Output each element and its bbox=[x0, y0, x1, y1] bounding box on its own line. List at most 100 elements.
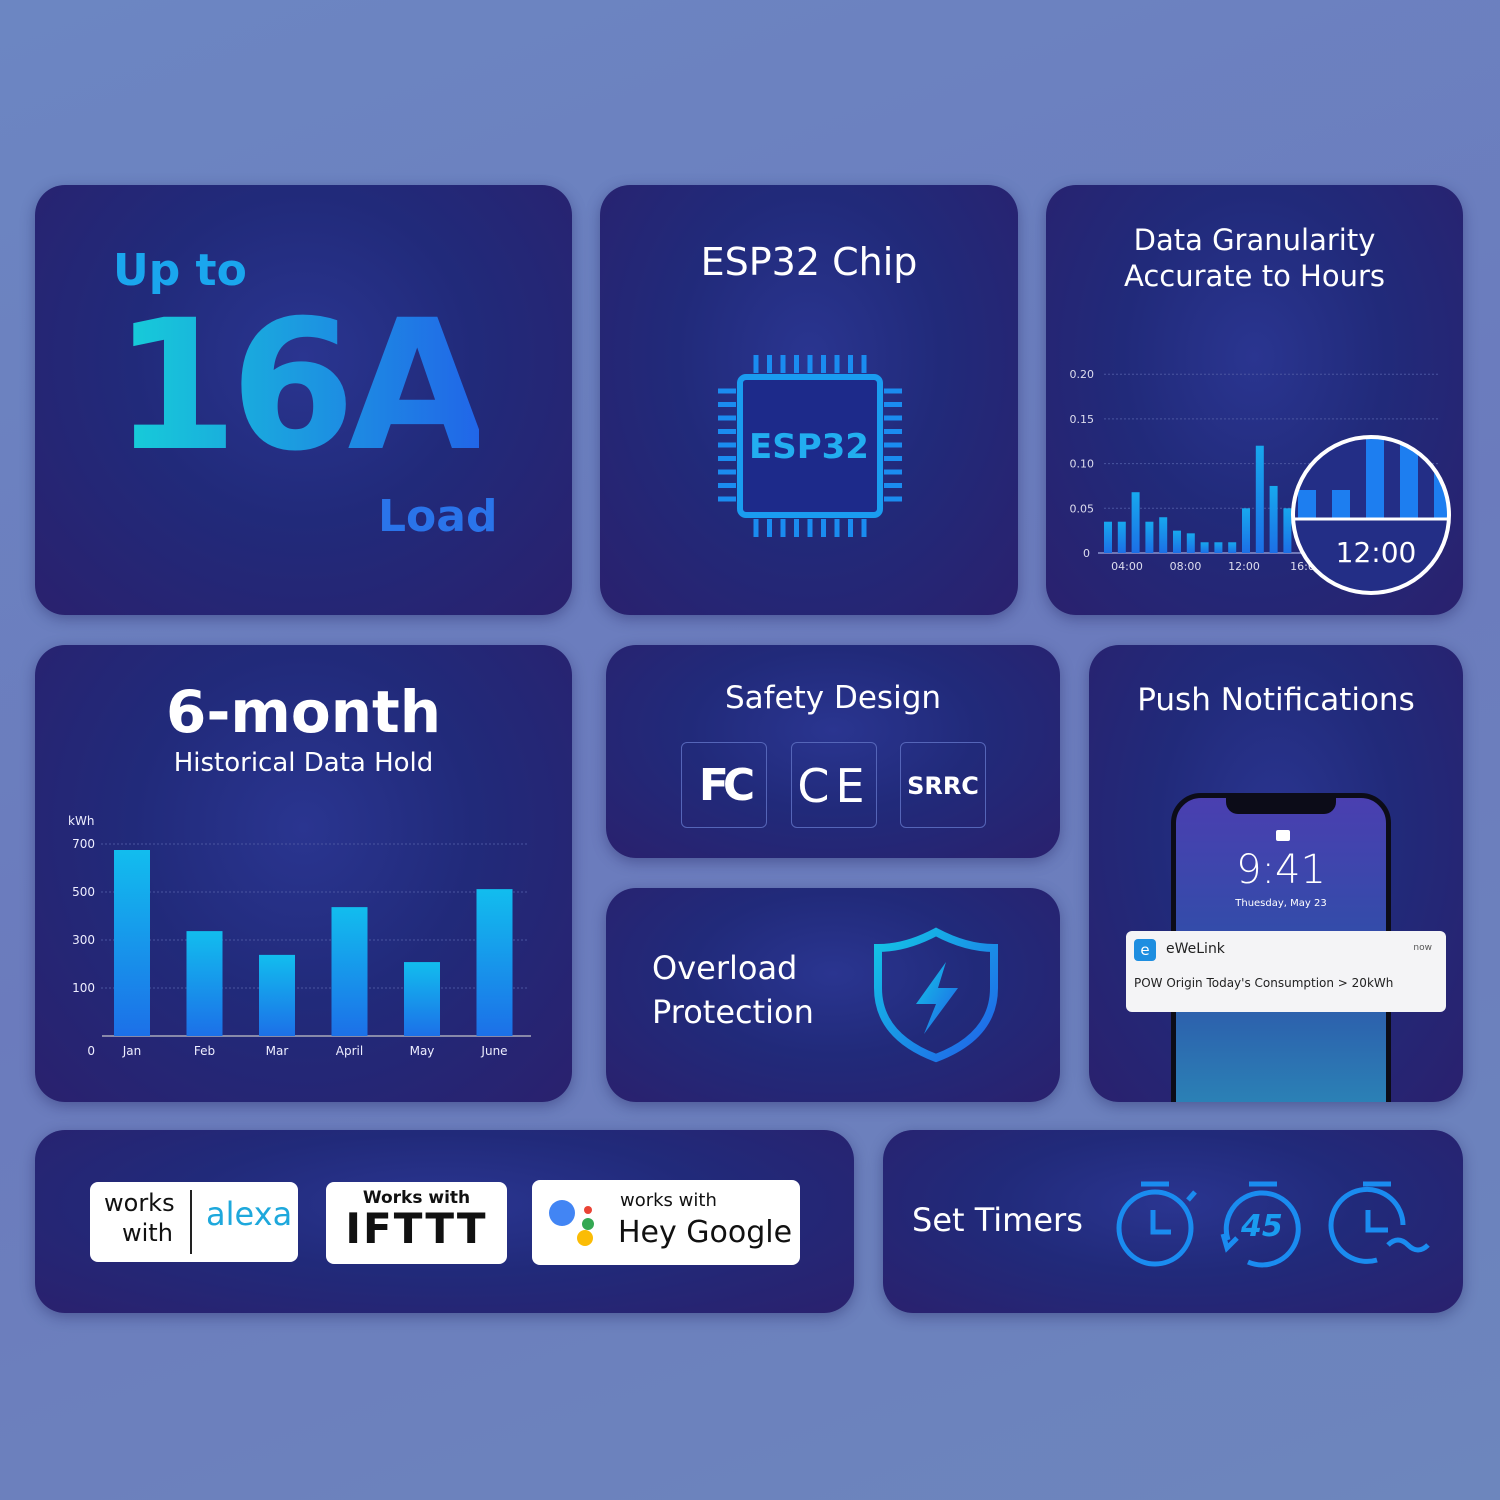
chip-card: ESP32 Chip ESP32 bbox=[600, 185, 1018, 615]
chip-icon bbox=[718, 355, 902, 537]
y-tick-label: 0.15 bbox=[1070, 413, 1095, 426]
x-tick-label: Mar bbox=[266, 1044, 289, 1058]
y-tick-label: 300 bbox=[72, 933, 95, 947]
timers-title: Set Timers bbox=[912, 1201, 1083, 1239]
monthly-bar bbox=[476, 889, 513, 1036]
x-tick-label: 04:00 bbox=[1111, 560, 1143, 573]
y-tick-label: 0.10 bbox=[1070, 458, 1095, 471]
magnifier-label: 12:00 bbox=[1336, 536, 1417, 569]
x-tick-label: 08:00 bbox=[1170, 560, 1202, 573]
magnifier-ring bbox=[1291, 435, 1451, 595]
hourly-bar bbox=[1255, 445, 1264, 553]
y-tick-label: 0 bbox=[1083, 547, 1090, 560]
hourly-bar bbox=[1269, 485, 1278, 553]
history-subtitle: Historical Data Hold bbox=[173, 748, 434, 778]
history-title: 6-month bbox=[165, 678, 442, 746]
push-title: Push Notifications bbox=[1137, 682, 1415, 718]
x-tick-label: May bbox=[410, 1044, 435, 1058]
push-card: Push Notifications 9:41 Thuesday, May 23… bbox=[1089, 645, 1463, 1102]
monthly-bar bbox=[259, 954, 295, 1036]
load-value: 16A bbox=[113, 282, 487, 491]
unlock-icon bbox=[1276, 830, 1290, 841]
google-brand: Hey Google bbox=[618, 1215, 793, 1250]
ce-badge: CE bbox=[791, 742, 877, 828]
x-tick-label: April bbox=[336, 1044, 363, 1058]
overload-line2: Protection bbox=[652, 993, 814, 1031]
hourly-bar bbox=[1186, 533, 1195, 553]
srrc-badge: SRRC bbox=[900, 742, 986, 828]
y-tick-label: 700 bbox=[72, 837, 95, 851]
hourly-bar bbox=[1104, 521, 1112, 553]
chip-title: ESP32 Chip bbox=[700, 240, 918, 284]
granularity-title-2: Accurate to Hours bbox=[1123, 259, 1385, 293]
hourly-bar bbox=[1283, 508, 1292, 553]
fcc-badge: FC bbox=[681, 742, 767, 828]
google-logo: works with Hey Google bbox=[532, 1180, 800, 1265]
stopwatch-icon bbox=[1116, 1181, 1197, 1267]
countdown-45-icon bbox=[1220, 1181, 1301, 1268]
chip-label: ESP32 bbox=[749, 427, 869, 467]
alexa-works: works bbox=[104, 1189, 175, 1217]
hourly-bar bbox=[1173, 530, 1181, 553]
monthly-bar bbox=[186, 931, 223, 1036]
history-card: 6-month Historical Data Hold kWh 0 100 300 5… bbox=[35, 645, 572, 1102]
load-suffix: Load bbox=[378, 491, 498, 542]
phone-notch bbox=[1226, 796, 1336, 814]
y-tick-label: 100 bbox=[72, 981, 95, 995]
shield-lightning-icon bbox=[874, 927, 998, 1063]
y-tick-label: 500 bbox=[72, 885, 95, 899]
timer-number: 45 bbox=[1241, 1209, 1283, 1244]
y-tick-label: 0 bbox=[87, 1044, 95, 1058]
ifttt-logo: Works with IFTTT bbox=[326, 1182, 507, 1264]
infinite-timer-icon bbox=[1328, 1181, 1430, 1264]
phone-date: Thuesday, May 23 bbox=[1235, 898, 1327, 909]
magnified-bar bbox=[1298, 490, 1316, 518]
ewelink-app-icon: e bbox=[1134, 939, 1156, 961]
monthly-bar bbox=[114, 850, 150, 1036]
overload-line1: Overload bbox=[652, 949, 798, 987]
alexa-logo: works with alexa bbox=[90, 1182, 298, 1262]
x-tick-label: Feb bbox=[194, 1044, 215, 1058]
hourly-bar bbox=[1131, 492, 1140, 553]
granularity-title-1: Data Granularity bbox=[1133, 223, 1376, 257]
monthly-bar bbox=[404, 962, 440, 1036]
alexa-with: with bbox=[122, 1219, 173, 1247]
hourly-bar bbox=[1117, 521, 1126, 553]
phone-time: 9:41 bbox=[1236, 847, 1326, 893]
magnified-bar bbox=[1366, 437, 1384, 518]
hourly-bar bbox=[1214, 542, 1223, 553]
hourly-bar bbox=[1242, 508, 1250, 553]
safety-title: Safety Design bbox=[724, 680, 942, 716]
y-axis-label: kWh bbox=[68, 814, 94, 828]
monthly-bar bbox=[331, 907, 368, 1036]
x-tick-label: Jan bbox=[122, 1044, 142, 1058]
google-top: works with bbox=[620, 1190, 717, 1211]
notif-text: POW Origin Today's Consumption > 20kWh bbox=[1134, 976, 1394, 990]
google-assistant-icon bbox=[549, 1200, 594, 1246]
y-tick-label: 0.20 bbox=[1070, 368, 1095, 381]
ifttt-brand: IFTTT bbox=[345, 1204, 488, 1254]
x-tick-label: 12:00 bbox=[1228, 560, 1260, 573]
magnifier-bars bbox=[1298, 437, 1449, 518]
hourly-bar bbox=[1145, 521, 1154, 553]
load-card: Up to 16A Load bbox=[35, 185, 572, 615]
x-tick-label: June bbox=[480, 1044, 507, 1058]
alexa-brand: alexa bbox=[206, 1195, 293, 1233]
alexa-divider bbox=[190, 1190, 192, 1254]
monthly-chart: kWh 0 100 300 500 700 Jan Feb Mar April May June bbox=[68, 814, 531, 1058]
ifttt-top: Works with bbox=[362, 1188, 471, 1208]
integrations-card: works with alexa Works with IFTTT works … bbox=[35, 1130, 854, 1313]
overload-card: Overload Protection bbox=[606, 888, 1060, 1102]
safety-card: Safety Design FC CE SRRC bbox=[606, 645, 1060, 858]
notif-time: now bbox=[1413, 943, 1432, 953]
hourly-bar bbox=[1200, 542, 1209, 553]
timers-card: Set Timers 45 bbox=[883, 1130, 1463, 1313]
notif-app: eWeLink bbox=[1166, 941, 1225, 957]
load-prefix: Up to bbox=[113, 245, 247, 296]
hourly-bar bbox=[1159, 517, 1168, 553]
y-tick-label: 0.05 bbox=[1070, 502, 1095, 515]
magnified-bar bbox=[1400, 439, 1418, 518]
notification[interactable]: e eWeLink now POW Origin Today's Consump… bbox=[1126, 931, 1446, 1012]
granularity-card: Data Granularity Accurate to Hours 0 0.05… bbox=[1046, 185, 1463, 615]
